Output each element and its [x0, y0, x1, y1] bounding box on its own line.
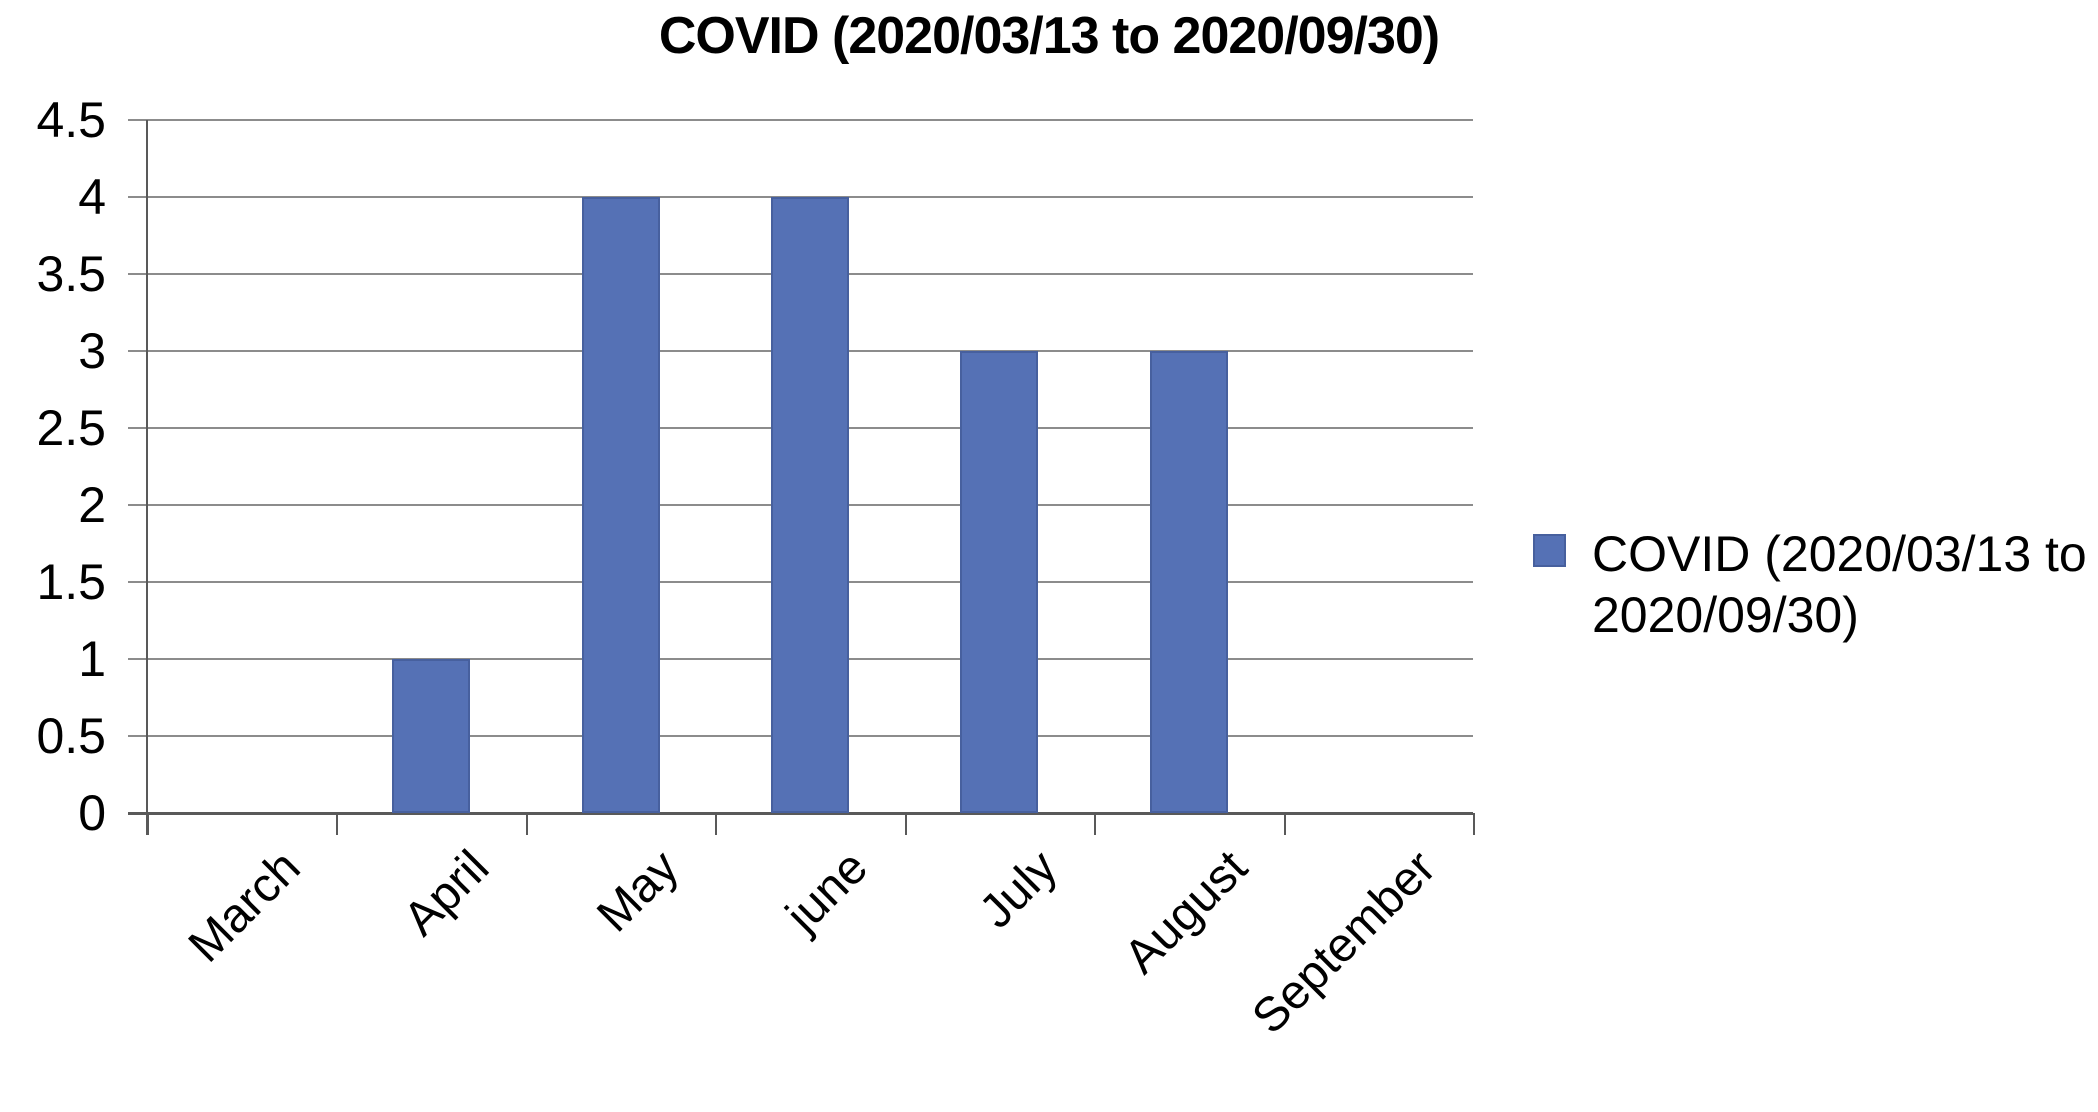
- x-axis-tick: [336, 813, 338, 835]
- x-axis-label-august: August: [1114, 840, 1258, 984]
- x-axis-tick: [526, 813, 528, 835]
- y-axis-tick-label: 3: [78, 323, 106, 379]
- x-axis-tick: [1094, 813, 1096, 835]
- x-axis-tick: [1473, 813, 1475, 835]
- gridline: [128, 119, 1473, 121]
- y-axis-tick-label: 0.5: [36, 708, 106, 764]
- y-axis-tick-label: 2: [78, 477, 106, 533]
- bar-april: [392, 659, 470, 813]
- y-axis-tick-label: 0: [78, 785, 106, 841]
- chart-title: COVID (2020/03/13 to 2020/09/30): [658, 7, 1440, 65]
- bar-june: [771, 197, 849, 813]
- y-axis-tick-label: 1.5: [36, 554, 106, 610]
- x-axis-label-september: September: [1242, 840, 1447, 1045]
- bar-july: [960, 351, 1038, 813]
- x-axis-tick: [1284, 813, 1286, 835]
- y-axis-line: [146, 120, 148, 835]
- x-axis-label-april: April: [393, 840, 500, 947]
- x-axis-label-july: July: [969, 840, 1068, 939]
- x-axis-label-march: March: [178, 840, 311, 973]
- x-axis-line: [128, 812, 1473, 815]
- y-axis-tick-label: 2.5: [36, 400, 106, 456]
- legend-series-label: COVID (2020/03/13 to 2020/09/30): [1592, 526, 2087, 643]
- legend-marker-swatch: [1533, 534, 1566, 567]
- x-axis-label-may: May: [587, 840, 690, 943]
- y-axis-tick-label: 4.5: [36, 92, 106, 148]
- x-axis-label-june: june: [776, 840, 879, 943]
- y-axis-tick-label: 3.5: [36, 246, 106, 302]
- legend: COVID (2020/03/13 to 2020/09/30): [1533, 524, 2097, 646]
- bar-august: [1150, 351, 1228, 813]
- bar-may: [582, 197, 660, 813]
- x-axis-tick: [905, 813, 907, 835]
- x-axis-tick: [715, 813, 717, 835]
- x-axis-tick: [147, 813, 149, 835]
- y-axis-tick-label: 4: [78, 169, 106, 225]
- y-axis-tick-label: 1: [78, 631, 106, 687]
